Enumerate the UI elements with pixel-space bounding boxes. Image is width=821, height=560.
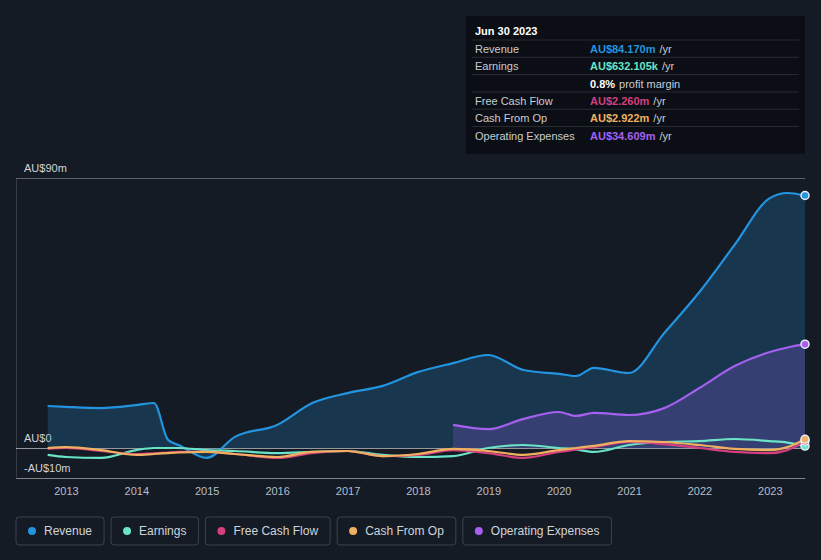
legend-item[interactable]: Operating Expenses xyxy=(463,517,612,545)
tooltip-label: Cash From Op xyxy=(475,112,547,124)
grid-line xyxy=(16,178,805,179)
tooltip-value: AU$2.922m xyxy=(590,112,650,124)
end-marker xyxy=(801,191,809,199)
grid-line xyxy=(16,478,805,479)
legend-item[interactable]: Revenue xyxy=(16,517,104,545)
legend: Revenue Earnings Free Cash Flow Cash From O… xyxy=(16,517,612,545)
x-tick-label: 2018 xyxy=(406,485,430,497)
legend-label: Cash From Op xyxy=(365,524,444,538)
legend-swatch xyxy=(123,527,131,535)
legend-label: Earnings xyxy=(139,524,186,538)
x-tick: 2019 xyxy=(477,478,501,497)
tooltip-value: AU$34.609m xyxy=(590,130,656,142)
chart: AU$90mAU$0-AU$10m20132014201520162017201… xyxy=(0,0,821,560)
y-tick-label: -AU$10m xyxy=(24,462,70,474)
y-tick: -AU$10m xyxy=(16,462,805,479)
series-line xyxy=(453,344,805,429)
tooltip-unit: /yr xyxy=(662,60,675,72)
tooltip: Jun 30 2023 Revenue AU$84.170m/yr Earnings A… xyxy=(466,16,805,154)
legend-button[interactable] xyxy=(337,517,456,545)
end-markers xyxy=(801,191,809,450)
x-tick: 2018 xyxy=(406,478,430,497)
tooltip-value: AU$84.170m xyxy=(590,43,656,55)
x-tick-label: 2023 xyxy=(758,485,782,497)
x-axis: 2013 2014 2015 2016 2017 2018 2019 2020 2021 2022… xyxy=(17,478,806,497)
tooltip-label: Free Cash Flow xyxy=(475,95,553,107)
series-line xyxy=(48,193,805,458)
x-tick: 2014 xyxy=(125,478,149,497)
tooltip-label: Operating Expenses xyxy=(475,130,575,142)
tooltip-value: AU$2.260m xyxy=(590,95,650,107)
series-area xyxy=(48,193,805,458)
background xyxy=(0,0,821,560)
tooltip-separator xyxy=(472,40,799,41)
legend-swatch xyxy=(475,527,483,535)
x-tick: 2021 xyxy=(617,478,641,497)
y-axis: AU$90m AU$0 -AU$10m xyxy=(16,162,805,479)
tooltip-separator xyxy=(472,57,799,58)
x-tick-label: 2020 xyxy=(547,485,571,497)
legend-button[interactable] xyxy=(16,517,104,545)
x-tick-label: 2015 xyxy=(195,485,219,497)
x-tick: 2017 xyxy=(336,478,360,497)
series-line xyxy=(48,439,805,458)
y-tick-label: AU$0 xyxy=(24,432,52,444)
legend-swatch xyxy=(217,527,225,535)
legend-label: Operating Expenses xyxy=(491,524,600,538)
x-tick-label: 2021 xyxy=(617,485,641,497)
legend-button[interactable] xyxy=(205,517,330,545)
x-tick: 2020 xyxy=(547,478,571,497)
x-tick-label: 2016 xyxy=(265,485,289,497)
x-tick: 2016 xyxy=(265,478,289,497)
legend-swatch xyxy=(28,527,36,535)
tooltip-value: AU$632.105k xyxy=(590,60,659,72)
x-axis-line xyxy=(17,478,806,479)
tooltip-separator xyxy=(472,74,799,75)
series-area xyxy=(453,344,805,448)
x-tick: 2015 xyxy=(195,478,219,497)
tooltip-label: Earnings xyxy=(475,60,519,72)
tooltip-separator xyxy=(472,126,799,127)
y-tick: AU$90m xyxy=(16,162,805,179)
tooltip-unit: /yr xyxy=(659,130,672,142)
x-tick-label: 2017 xyxy=(336,485,360,497)
x-tick: 2022 xyxy=(688,478,712,497)
tooltip-title: Jun 30 2023 xyxy=(475,25,537,37)
plot-area xyxy=(48,193,805,458)
x-tick-label: 2022 xyxy=(688,485,712,497)
tooltip-unit: /yr xyxy=(653,112,666,124)
x-tick: 2013 xyxy=(54,478,78,497)
tooltip-value: 0.8% xyxy=(590,78,615,90)
legend-label: Revenue xyxy=(44,524,92,538)
grid-line xyxy=(16,448,805,449)
x-tick-label: 2013 xyxy=(54,485,78,497)
tooltip-unit: profit margin xyxy=(619,78,680,90)
series-line xyxy=(48,439,805,457)
tooltip-unit: /yr xyxy=(659,43,672,55)
y-axis-line xyxy=(17,179,806,479)
tooltip-separator xyxy=(472,109,799,110)
legend-item[interactable]: Earnings xyxy=(111,517,198,545)
tooltip-unit: /yr xyxy=(653,95,666,107)
legend-button[interactable] xyxy=(111,517,198,545)
end-marker xyxy=(801,435,809,443)
tooltip-box xyxy=(466,16,805,154)
legend-item[interactable]: Cash From Op xyxy=(337,517,456,545)
x-tick-label: 2014 xyxy=(125,485,149,497)
legend-item[interactable]: Free Cash Flow xyxy=(205,517,330,545)
tooltip-separator xyxy=(472,91,799,92)
y-tick-label: AU$90m xyxy=(24,162,67,174)
legend-label: Free Cash Flow xyxy=(233,524,318,538)
legend-button[interactable] xyxy=(463,517,612,545)
x-tick: 2023 xyxy=(758,478,782,497)
end-marker xyxy=(801,340,809,348)
x-tick-label: 2019 xyxy=(477,485,501,497)
tooltip-label: Revenue xyxy=(475,43,519,55)
legend-swatch xyxy=(349,527,357,535)
